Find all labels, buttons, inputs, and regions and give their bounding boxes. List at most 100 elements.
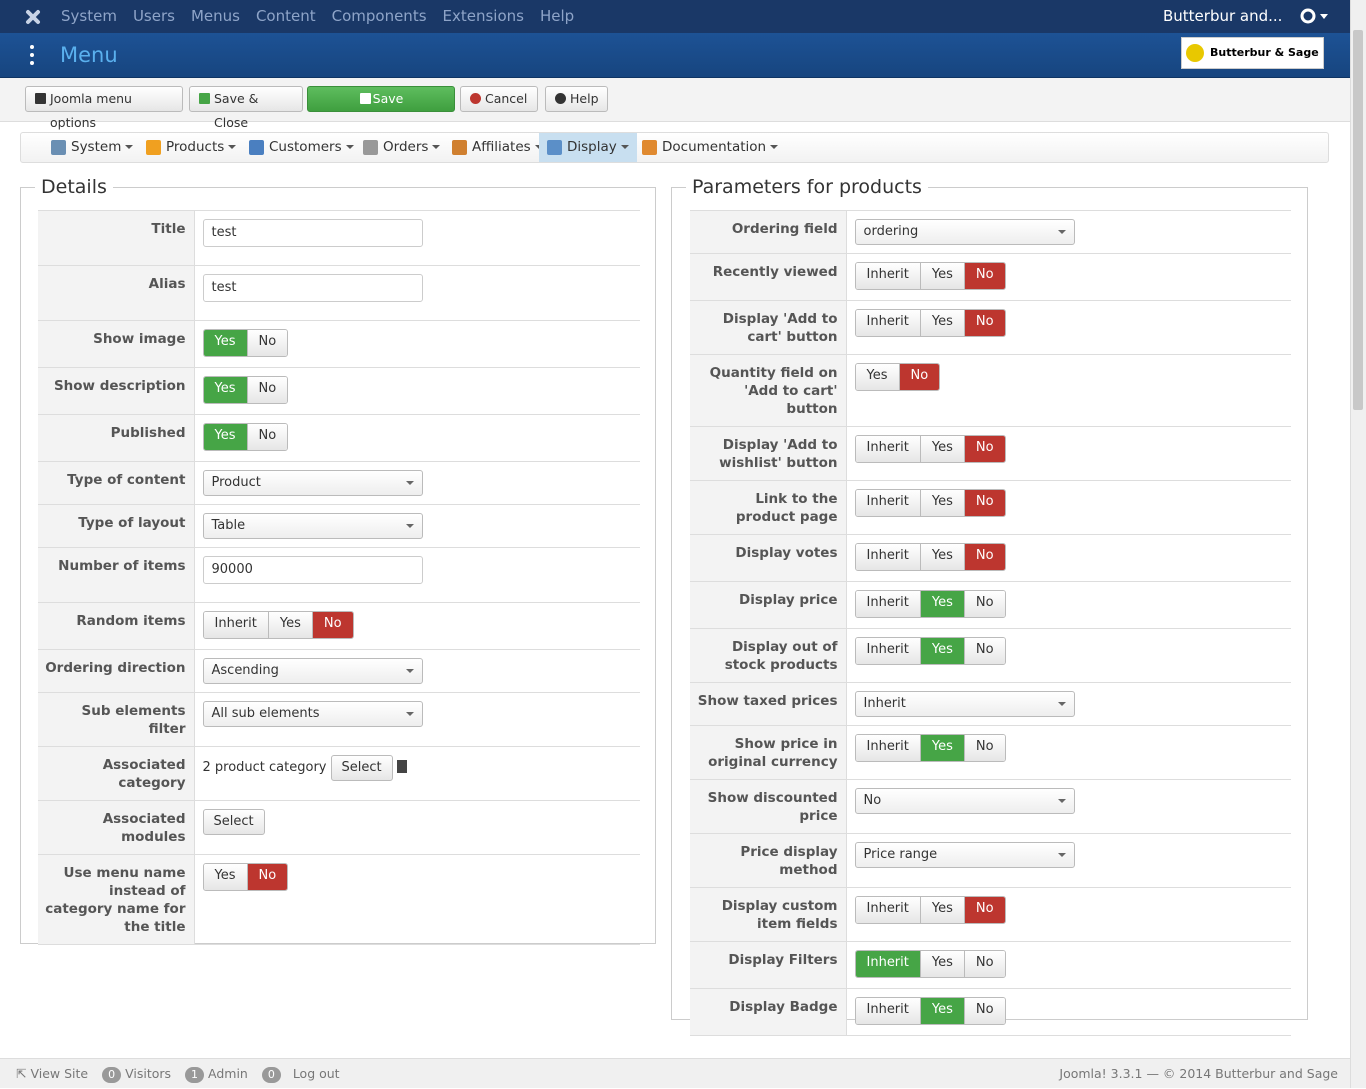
- toggle-option[interactable]: Inherit: [855, 735, 920, 761]
- field-control: Yes No: [194, 367, 640, 415]
- submenu-item[interactable]: Documentation: [634, 133, 786, 162]
- submenu-item[interactable]: Customers: [241, 133, 362, 162]
- toolbar-button[interactable]: Save: [307, 86, 455, 112]
- view-site[interactable]: ⇱ View Site: [16, 1066, 89, 1081]
- toggle-group: Inherit Yes No: [854, 637, 1006, 665]
- toggle-option[interactable]: Inherit: [855, 263, 920, 289]
- toggle-option[interactable]: No: [963, 263, 1005, 289]
- toggle-option[interactable]: No: [963, 897, 1005, 923]
- button-label: Joomla menu options: [50, 91, 132, 130]
- menu-item[interactable]: Components: [331, 7, 427, 25]
- toggle-option[interactable]: Yes: [203, 424, 247, 450]
- toggle-option[interactable]: No: [963, 436, 1005, 462]
- toggle-option[interactable]: Inherit: [855, 591, 920, 617]
- submenu-item[interactable]: Display: [539, 133, 637, 162]
- toggle-option[interactable]: Yes: [203, 864, 247, 890]
- select-button[interactable]: Select: [202, 809, 265, 835]
- toggle-option[interactable]: Inherit: [855, 638, 920, 664]
- toggle-option[interactable]: No: [963, 591, 1005, 617]
- toggle-option[interactable]: Yes: [919, 735, 964, 761]
- menu-item[interactable]: Content: [255, 7, 316, 25]
- text-input[interactable]: test: [202, 219, 423, 247]
- toggle-option[interactable]: No: [963, 998, 1005, 1024]
- scrollbar[interactable]: [1350, 0, 1366, 1088]
- toggle-option[interactable]: Inherit: [855, 544, 920, 570]
- toggle-option[interactable]: Yes: [919, 897, 964, 923]
- select-button[interactable]: Select: [330, 755, 393, 781]
- toggle-option[interactable]: Yes: [919, 638, 964, 664]
- toggle-option[interactable]: No: [963, 735, 1005, 761]
- field-label: Display 'Add to cart' button: [690, 300, 847, 355]
- select-box[interactable]: Product: [202, 470, 423, 496]
- text-input[interactable]: test: [202, 274, 423, 302]
- field-control: Table: [194, 504, 640, 548]
- toggle-option[interactable]: Yes: [919, 951, 964, 977]
- submenu-icon: [249, 140, 264, 155]
- trash-icon[interactable]: [396, 760, 407, 773]
- submenu-item[interactable]: Products: [138, 133, 244, 162]
- toggle-option[interactable]: Inherit: [855, 310, 920, 336]
- toolbar-button[interactable]: Joomla menu options: [25, 86, 183, 130]
- submenu-label: Affiliates: [472, 139, 531, 155]
- joomla-logo[interactable]: [24, 8, 42, 26]
- toggle-option[interactable]: Inherit: [855, 436, 920, 462]
- field-control: All sub elements: [194, 692, 640, 747]
- toggle-option[interactable]: No: [311, 612, 353, 638]
- menu-item[interactable]: Menus: [190, 7, 240, 25]
- view-site-text: View Site: [30, 1066, 89, 1081]
- menu-item[interactable]: Users: [132, 7, 175, 25]
- toggle-option[interactable]: Yes: [203, 330, 247, 356]
- select-box[interactable]: All sub elements: [202, 701, 423, 727]
- toggle-option[interactable]: Yes: [919, 436, 964, 462]
- toggle-option[interactable]: Yes: [919, 591, 964, 617]
- company-logo: Butterbur & Sage Ltd: [1181, 37, 1324, 89]
- site-link[interactable]: Butterbur and...: [1163, 0, 1282, 33]
- select-box[interactable]: Ascending: [202, 658, 423, 684]
- select-box[interactable]: Table: [202, 513, 423, 539]
- toggle-option[interactable]: No: [898, 364, 940, 390]
- toggle-option[interactable]: Inherit: [203, 612, 268, 638]
- submenu-item[interactable]: Affiliates: [444, 133, 551, 162]
- menu-item[interactable]: Extensions: [442, 7, 524, 25]
- toggle-option[interactable]: Yes: [919, 310, 964, 336]
- toggle-option[interactable]: Yes: [919, 544, 964, 570]
- button-icon: [199, 93, 210, 104]
- toggle-option[interactable]: Inherit: [855, 490, 920, 516]
- toggle-option[interactable]: No: [963, 490, 1005, 516]
- toggle-option[interactable]: No: [246, 330, 288, 356]
- toggle-option[interactable]: No: [963, 310, 1005, 336]
- select-box[interactable]: Inherit: [854, 691, 1075, 717]
- submenu-item[interactable]: System: [43, 133, 141, 162]
- toggle-option[interactable]: Inherit: [855, 998, 920, 1024]
- toggle-option[interactable]: Yes: [267, 612, 312, 638]
- menu-item[interactable]: Help: [539, 7, 575, 25]
- submenu-item[interactable]: Orders: [355, 133, 448, 162]
- select-box[interactable]: No: [854, 788, 1075, 814]
- select-box[interactable]: Price range: [854, 842, 1075, 868]
- logout[interactable]: Log out: [292, 1066, 340, 1081]
- toggle-option[interactable]: Yes: [919, 490, 964, 516]
- toggle-option[interactable]: No: [963, 544, 1005, 570]
- toggle-option[interactable]: No: [963, 638, 1005, 664]
- toolbar-button[interactable]: Help: [545, 86, 608, 112]
- toggle-option[interactable]: No: [246, 424, 288, 450]
- toggle-option[interactable]: No: [963, 951, 1005, 977]
- toggle-option[interactable]: Yes: [203, 377, 247, 403]
- form-table: Ordering field ordering Recently viewed Inh…: [690, 210, 1291, 1036]
- toolbar-button[interactable]: Save & Close: [189, 86, 303, 130]
- toggle-option[interactable]: No: [246, 864, 288, 890]
- settings-icon[interactable]: [1300, 8, 1330, 24]
- toggle-option[interactable]: No: [246, 377, 288, 403]
- toolbar-button[interactable]: Cancel: [460, 86, 538, 112]
- toggle-option[interactable]: Yes: [919, 263, 964, 289]
- text-input[interactable]: 90000: [202, 556, 423, 584]
- toggle-option[interactable]: Yes: [919, 998, 964, 1024]
- field-control: Product: [194, 461, 640, 505]
- toggle-option[interactable]: Inherit: [855, 897, 920, 923]
- select-box[interactable]: ordering: [854, 219, 1075, 245]
- toggle-option[interactable]: Yes: [855, 364, 899, 390]
- menu-item[interactable]: System: [61, 7, 117, 25]
- scroll-thumb[interactable]: [1353, 30, 1363, 410]
- toggle-option[interactable]: Inherit: [855, 951, 920, 977]
- field-label: Title: [38, 210, 195, 266]
